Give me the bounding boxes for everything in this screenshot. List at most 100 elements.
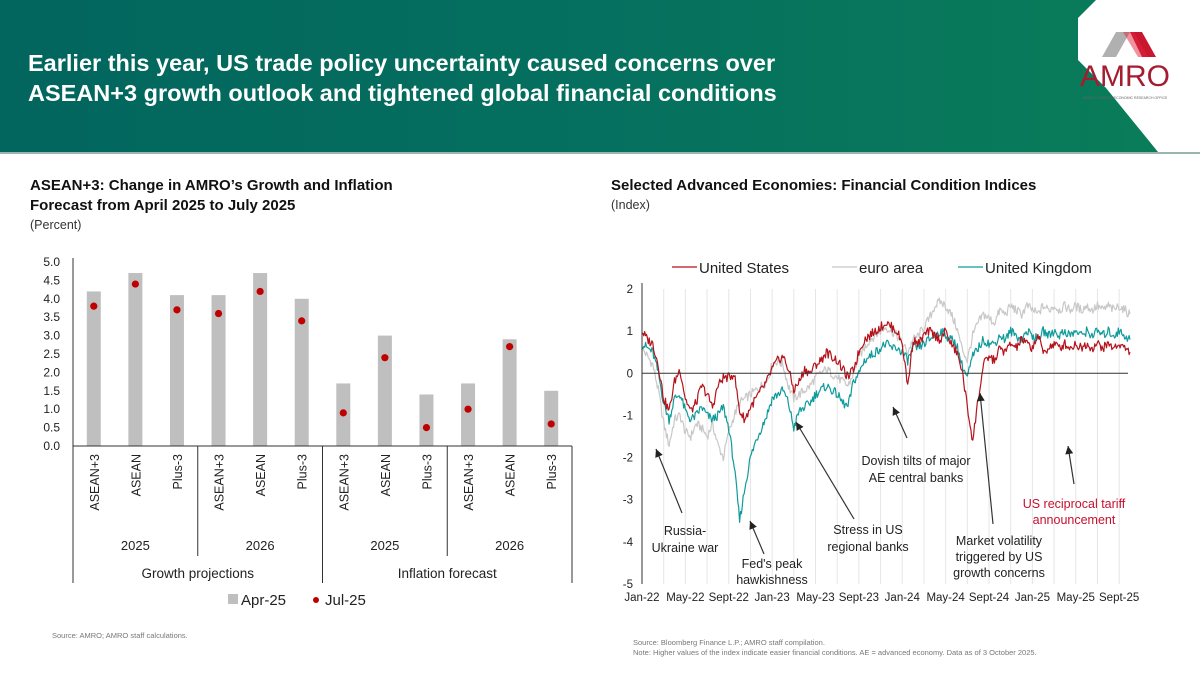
y-tick-label: 3.5 [43, 310, 60, 324]
x-tick-label: Sept-23 [839, 592, 879, 604]
bar-apr-25 [211, 295, 226, 446]
legend-label-united-states: United States [699, 260, 789, 277]
header-banner: Earlier this year, US trade policy uncer… [0, 0, 1200, 152]
y-tick-label: -1 [623, 410, 633, 422]
left-chart-title-line1: ASEAN+3: Change in AMRO’s Growth and Inf… [30, 177, 393, 194]
logo-gray-chevron [1102, 32, 1130, 57]
y-tick-label: 0 [627, 368, 633, 380]
dot-jul-25 [90, 302, 98, 310]
left-chart-subtitle: (Percent) [30, 218, 82, 232]
dot-jul-25 [381, 354, 389, 362]
x-tick-label: Jan-23 [755, 592, 790, 604]
bar-apr-25 [169, 295, 184, 446]
annotation-text-fed: hawkishness [736, 573, 808, 587]
group-year-label: 2025 [121, 538, 150, 553]
dot-jul-25 [464, 405, 472, 413]
legend-label-euro-area: euro area [859, 260, 924, 277]
page-title: Earlier this year, US trade policy uncer… [28, 48, 928, 108]
series-line-united-kingdom [641, 326, 1131, 523]
x-tick-label: Jan-22 [624, 592, 659, 604]
dot-jul-25 [506, 343, 514, 351]
legend-swatch-jul-25 [313, 597, 319, 603]
logo-red-chevron-shade [1123, 32, 1148, 57]
dot-jul-25 [422, 424, 431, 432]
annotation-arrow-volatility [979, 392, 994, 525]
x-category-label: Plus-3 [545, 454, 559, 489]
annotation-text-volatility: Market volatility [956, 534, 1043, 548]
bar-apr-25 [294, 298, 309, 446]
dot-jul-25 [339, 409, 347, 417]
x-tick-label: May-22 [666, 592, 704, 604]
y-tick-label: 1 [627, 326, 633, 338]
y-tick-label: 4.0 [43, 292, 60, 306]
bar-apr-25 [419, 394, 434, 446]
annotation-text-volatility: growth concerns [953, 566, 1045, 580]
right-chart-subtitle: (Index) [611, 198, 650, 212]
page-title-line2: ASEAN+3 growth outlook and tightened glo… [28, 80, 777, 106]
annotation-text-fed: Fed's peak [742, 557, 804, 571]
bar-apr-25 [461, 383, 476, 446]
right-chart-source: Source: Bloomberg Finance L.P.; AMRO sta… [633, 638, 825, 647]
annotation-text-russia: Ukraine war [652, 541, 719, 555]
y-tick-label: -5 [623, 579, 633, 591]
annotation-arrowhead-russia [655, 449, 663, 458]
x-category-label: ASEAN [379, 454, 393, 496]
header-divider [0, 152, 1200, 154]
page-title-line1: Earlier this year, US trade policy uncer… [28, 50, 776, 76]
y-tick-label: 5.0 [43, 255, 60, 269]
x-category-label: ASEAN+3 [462, 454, 476, 511]
dot-jul-25 [256, 287, 264, 296]
legend-label-apr-25: Apr-25 [241, 592, 286, 609]
forecast-bar-chart: 0.0 0.5 1.0 1.5 2.0 2.5 3.0 3.5 4.0 4.5 5.0 ASEAN+… [43, 255, 573, 609]
left-chart-title: ASEAN+3: Change in AMRO’s Growth and Inf… [30, 176, 393, 216]
x-category-label: Plus-3 [420, 454, 434, 489]
annotation-text-tariff: US reciprocal tariff [1023, 497, 1126, 511]
legend-label-united-kingdom: United Kingdom [985, 260, 1092, 277]
left-chart-title-line2: Forecast from April 2025 to July 2025 [30, 197, 296, 214]
bar-apr-25 [544, 390, 559, 446]
annotation-arrowhead-svb [796, 422, 804, 431]
annotation-text-dovish: AE central banks [869, 471, 964, 485]
logo-text: AMRO [1080, 60, 1170, 93]
series-line-euro-area [641, 297, 1131, 462]
annotation-text-dovish: Dovish tilts of major [861, 454, 970, 468]
group-year-label: 2025 [370, 538, 399, 553]
series-line-united-states [642, 321, 1131, 441]
x-tick-label: May-23 [796, 592, 834, 604]
group-category-label: Growth projections [141, 566, 254, 581]
bar-apr-25 [377, 335, 392, 446]
bar-apr-25 [128, 273, 143, 446]
annotation-arrow-russia [655, 448, 683, 514]
dot-jul-25 [547, 420, 555, 428]
x-tick-label: Sept-22 [709, 592, 749, 604]
logo-subtext: ASEAN +3 MACROECONOMIC RESEARCH OFFICE [1083, 96, 1168, 100]
x-tick-label: Sept-25 [1099, 592, 1139, 604]
bar-apr-25 [253, 273, 268, 446]
y-tick-label: -4 [623, 537, 634, 549]
x-tick-label: Jan-25 [1015, 592, 1050, 604]
y-tick-label: 1.0 [43, 402, 60, 416]
annotation-arrow-svb [795, 421, 855, 520]
x-category-label: Plus-3 [296, 454, 310, 489]
dot-jul-25 [214, 309, 223, 318]
x-category-label: ASEAN+3 [213, 454, 227, 511]
y-tick-label: -2 [623, 453, 633, 465]
y-tick-label: 1.5 [43, 384, 60, 398]
x-tick-label: May-25 [1057, 592, 1095, 604]
x-tick-label: Sept-24 [969, 592, 1010, 604]
dot-jul-25 [298, 317, 306, 325]
legend-swatch-apr-25 [228, 594, 238, 604]
x-category-label: Plus-3 [171, 454, 185, 489]
logo-background-shape [1078, 0, 1200, 152]
left-chart-source: Source: AMRO; AMRO staff calculations. [52, 631, 188, 640]
y-tick-label: 2.0 [43, 365, 60, 379]
annotation-text-tariff: announcement [1033, 513, 1116, 527]
annotation-text-russia: Russia- [664, 524, 706, 538]
right-chart-note: Note: Higher values of the index indicat… [633, 648, 1037, 657]
annotation-text-svb: Stress in US [833, 523, 902, 537]
bar-apr-25 [86, 291, 101, 446]
x-category-label: ASEAN [254, 454, 268, 496]
y-tick-label: 0.0 [43, 439, 60, 453]
bar-apr-25 [502, 339, 517, 446]
annotation-text-volatility: triggered by US [956, 550, 1043, 564]
